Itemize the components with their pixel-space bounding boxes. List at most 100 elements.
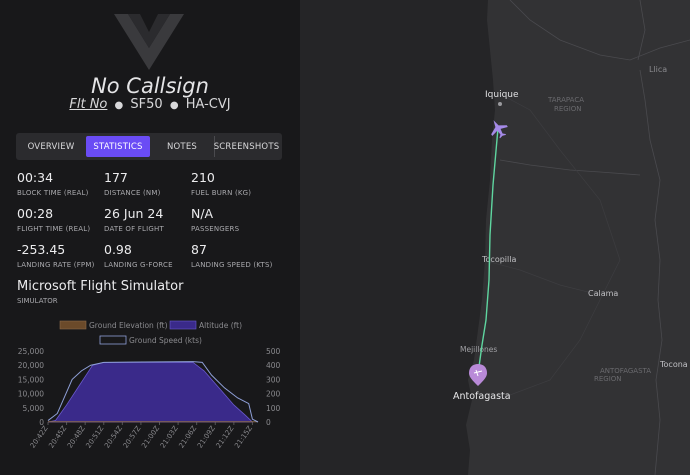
y-right-tick-label: 400 xyxy=(266,361,281,370)
landmass xyxy=(466,0,690,475)
route-map[interactable]: TARAPACA REGION ANTOFAGASTA REGION Llica… xyxy=(300,0,690,475)
stat-value: 26 Jun 24 xyxy=(104,206,164,221)
x-tick-label: 21:12Z xyxy=(215,424,236,449)
tab-overview[interactable]: OVERVIEW xyxy=(27,141,75,152)
stat-label: BLOCK TIME (REAL) xyxy=(17,189,89,197)
stat-label: LANDING SPEED (KTS) xyxy=(191,261,273,269)
city-iquique[interactable]: Iquique xyxy=(485,90,519,106)
legend-label-ground-elevation[interactable]: Ground Elevation (ft) xyxy=(89,321,168,330)
stat-fuel-burn: 210 FUEL BURN (KG) xyxy=(191,170,251,197)
y-right-tick-label: 300 xyxy=(266,375,281,384)
x-tick-label: 21:15Z xyxy=(233,424,254,449)
tab-screenshots[interactable]: SCREENSHOTS xyxy=(214,136,279,157)
ground-speed-line xyxy=(47,361,259,423)
flight-profile-chart: Ground Elevation (ft) Altitude (ft) Grou… xyxy=(18,320,281,450)
city-label: Antofagasta xyxy=(453,391,511,402)
region-label: TARAPACA xyxy=(547,96,584,104)
altitude-area xyxy=(47,361,254,423)
airplane-icon xyxy=(491,120,508,139)
y-left-tick-label: 15,000 xyxy=(18,375,44,384)
stat-distance: 177 DISTANCE (NM) xyxy=(104,170,161,197)
tab-statistics[interactable]: STATISTICS xyxy=(86,136,150,157)
stat-label: DATE OF FLIGHT xyxy=(104,225,164,233)
stat-value: 00:34 xyxy=(17,170,54,185)
city-dot xyxy=(498,102,502,106)
legend-swatch-altitude[interactable] xyxy=(169,320,197,330)
flight-number[interactable]: Flt No xyxy=(69,97,108,112)
city-label: Iquique xyxy=(485,90,519,100)
x-tick-label: 21:06Z xyxy=(177,424,198,449)
stat-label: DISTANCE (NM) xyxy=(104,189,161,197)
aircraft-type: SF50 xyxy=(130,97,163,112)
legend-label-altitude[interactable]: Altitude (ft) xyxy=(199,321,242,330)
stat-landing-rate: -253.45 LANDING RATE (FPM) xyxy=(17,242,95,269)
stat-passengers: N/A PASSENGERS xyxy=(191,206,239,233)
tab-notes[interactable]: NOTES xyxy=(166,141,197,152)
x-tick-label: 20:51Z xyxy=(85,424,106,449)
y-right-tick-label: 0 xyxy=(266,418,271,427)
y-left-tick-label: 25,000 xyxy=(18,347,44,356)
vamsys-logo-icon xyxy=(114,14,184,70)
legend-swatch-ground-elevation[interactable] xyxy=(59,320,87,330)
city-label: Calama xyxy=(588,289,618,298)
region-label: REGION xyxy=(554,105,582,113)
chart-legend: Ground Elevation (ft) Altitude (ft) Grou… xyxy=(59,320,242,345)
flight-details-panel: No Callsign Flt No ● SF50 ● HA-CVJ OVERV… xyxy=(0,0,300,475)
stat-label: PASSENGERS xyxy=(191,225,240,233)
city-label: Mejillones xyxy=(460,345,497,354)
stat-label: FLIGHT TIME (REAL) xyxy=(17,225,91,233)
y-left-tick-label: 10,000 xyxy=(18,390,44,399)
flight-route-line xyxy=(477,127,499,375)
y-left-tick-label: 20,000 xyxy=(18,361,44,370)
city-calama[interactable]: Calama xyxy=(588,289,618,298)
city-antofagasta[interactable]: Antofagasta xyxy=(453,391,511,402)
separator-dot: ● xyxy=(169,100,179,111)
region-label-antofagasta: ANTOFAGASTA REGION xyxy=(594,367,651,383)
destination-marker[interactable] xyxy=(469,364,487,386)
legend-swatch-ground-speed[interactable] xyxy=(99,335,127,345)
stat-label: LANDING G-FORCE xyxy=(104,261,173,269)
stat-landing-speed: 87 LANDING SPEED (KTS) xyxy=(191,242,273,269)
city-label: Tocona xyxy=(659,360,688,369)
y-left-tick-label: 5,000 xyxy=(23,404,45,413)
city-tocona[interactable]: Tocona xyxy=(659,360,688,369)
region-label-tarapaca: TARAPACA REGION xyxy=(547,96,584,113)
landing-plane-icon xyxy=(473,369,483,377)
stat-value: 210 xyxy=(191,170,215,185)
x-tick-label: 21:03Z xyxy=(159,424,180,449)
x-tick-label: 20:54Z xyxy=(103,424,124,449)
y-right-tick-label: 500 xyxy=(266,347,281,356)
flight-subtitle: Flt No ● SF50 ● HA-CVJ xyxy=(0,97,300,112)
y-right-tick-label: 200 xyxy=(266,390,281,399)
departure-aircraft-icon[interactable] xyxy=(486,116,511,141)
country-borders xyxy=(499,0,690,475)
place-label-llica: Llica xyxy=(649,65,667,74)
chart-plot-area xyxy=(47,361,259,423)
stat-value: -253.45 xyxy=(17,242,66,257)
city-mejillones[interactable]: Mejillones xyxy=(460,345,497,354)
x-tick-label: 20:57Z xyxy=(122,424,143,449)
separator-dot: ● xyxy=(114,100,124,111)
x-tick-label: 20:48Z xyxy=(66,424,87,449)
x-tick-label: 21:09Z xyxy=(196,424,217,449)
x-tick-label: 20:45Z xyxy=(47,424,68,449)
city-label: Tocopilla xyxy=(481,255,516,264)
legend-label-ground-speed[interactable]: Ground Speed (kts) xyxy=(129,336,202,345)
y-left-tick-label: 0 xyxy=(39,418,44,427)
stat-value: N/A xyxy=(191,206,214,221)
stat-value: 177 xyxy=(104,170,128,185)
stat-label: FUEL BURN (KG) xyxy=(191,189,252,197)
x-tick-label: 20:42Z xyxy=(29,424,50,449)
stat-date: 26 Jun 24 DATE OF FLIGHT xyxy=(104,206,164,233)
stat-value: 0.98 xyxy=(104,242,132,257)
roads xyxy=(489,94,621,396)
stat-flight-time: 00:28 FLIGHT TIME (REAL) xyxy=(17,206,90,233)
simulator-name: Microsoft Flight Simulator xyxy=(17,279,184,294)
region-label: REGION xyxy=(594,375,622,383)
stat-label: LANDING RATE (FPM) xyxy=(17,261,95,269)
aircraft-registration: HA-CVJ xyxy=(185,97,231,112)
stat-landing-gforce: 0.98 LANDING G-FORCE xyxy=(104,242,173,269)
y-right-tick-label: 100 xyxy=(266,404,281,413)
city-tocopilla[interactable]: Tocopilla xyxy=(481,255,516,264)
stat-value: 00:28 xyxy=(17,206,54,221)
